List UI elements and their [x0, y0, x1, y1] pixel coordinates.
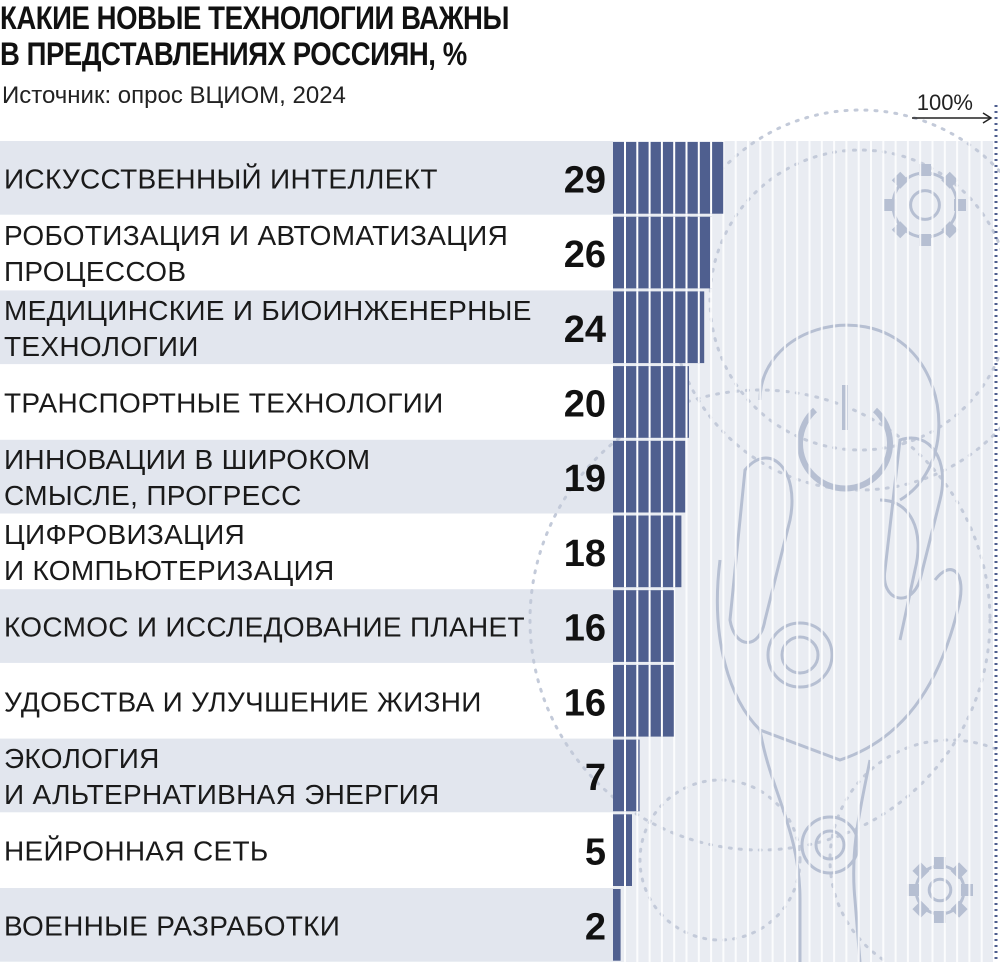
- value-label: 5: [585, 832, 606, 874]
- value-label: 20: [564, 383, 606, 425]
- bar: [613, 664, 674, 737]
- decorative-dotted-circle: [638, 778, 802, 942]
- decorative-dotted-circle: [708, 148, 1000, 452]
- category-label: ВОЕННЫЕ РАЗРАБОТКИ: [4, 910, 340, 941]
- value-labels: 29 26 24 20 19 18 16 16 7 5 2: [564, 159, 606, 948]
- category-label: РОБОТИЗАЦИЯ И АВТОМАТИЗАЦИЯ ПРОЦЕССОВ: [4, 220, 508, 287]
- bar: [613, 291, 705, 364]
- category-label: УДОБСТВА И УЛУЧШЕНИЕ ЖИЗНИ: [4, 686, 482, 717]
- value-label: 19: [564, 458, 606, 500]
- bars: [613, 142, 724, 961]
- value-label: 7: [585, 757, 606, 799]
- bar-tracks: [624, 141, 983, 962]
- bar: [613, 814, 632, 886]
- scale-indicator: 100%: [912, 90, 998, 960]
- bar: [613, 590, 674, 662]
- bar: [613, 739, 640, 812]
- chart-title-line-2: В ПРЕДСТАВЛЕНИЯХ РОССИЯН, %: [0, 36, 467, 72]
- category-label: НЕЙРОННАЯ СЕТЬ: [4, 836, 269, 867]
- value-label: 24: [564, 309, 606, 351]
- value-label: 29: [564, 159, 606, 201]
- category-labels: ИСКУССТВЕННЫЙ ИНТЕЛЛЕКТ РОБОТИЗАЦИЯ И АВТ…: [4, 163, 532, 941]
- chart-title: КАКИЕ НОВЫЕ ТЕХНОЛОГИИ ВАЖНЫ В ПРЕДСТАВЛ…: [0, 0, 509, 72]
- arrow-right-icon: [912, 112, 993, 124]
- scale-label: 100%: [917, 90, 973, 115]
- chart-source: Источник: опрос ВЦИОМ, 2024: [2, 82, 346, 109]
- value-label: 16: [564, 608, 606, 650]
- bar-grid-lines: [624, 141, 983, 962]
- category-label: ТРАНСПОРТНЫЕ ТЕХНОЛОГИИ: [4, 387, 444, 418]
- bar: [613, 142, 724, 214]
- bar: [613, 889, 621, 961]
- category-label: ИННОВАЦИИ В ШИРОКОМ СМЫСЛЕ, ПРОГРЕСС: [4, 444, 370, 511]
- value-label: 18: [564, 533, 606, 575]
- category-label: ЦИФРОВИЗАЦИЯ И КОМПЬЮТЕРИЗАЦИЯ: [4, 519, 335, 586]
- category-label: ЭКОЛОГИЯ И АЛЬТЕРНАТИВНАЯ ЭНЕРГИЯ: [4, 743, 440, 810]
- category-label: ИСКУССТВЕННЫЙ ИНТЕЛЛЕКТ: [4, 163, 438, 194]
- value-label: 16: [564, 682, 606, 724]
- category-label: КОСМОС И ИССЛЕДОВАНИЕ ПЛАНЕТ: [4, 612, 525, 643]
- chart-title-line-1: КАКИЕ НОВЫЕ ТЕХНОЛОГИИ ВАЖНЫ: [0, 0, 510, 36]
- bar: [613, 515, 682, 588]
- value-label: 2: [585, 906, 606, 948]
- value-label: 26: [564, 234, 606, 276]
- category-label: МЕДИЦИНСКИЕ И БИОИНЖЕНЕРНЫЕ ТЕХНОЛОГИИ: [4, 295, 532, 362]
